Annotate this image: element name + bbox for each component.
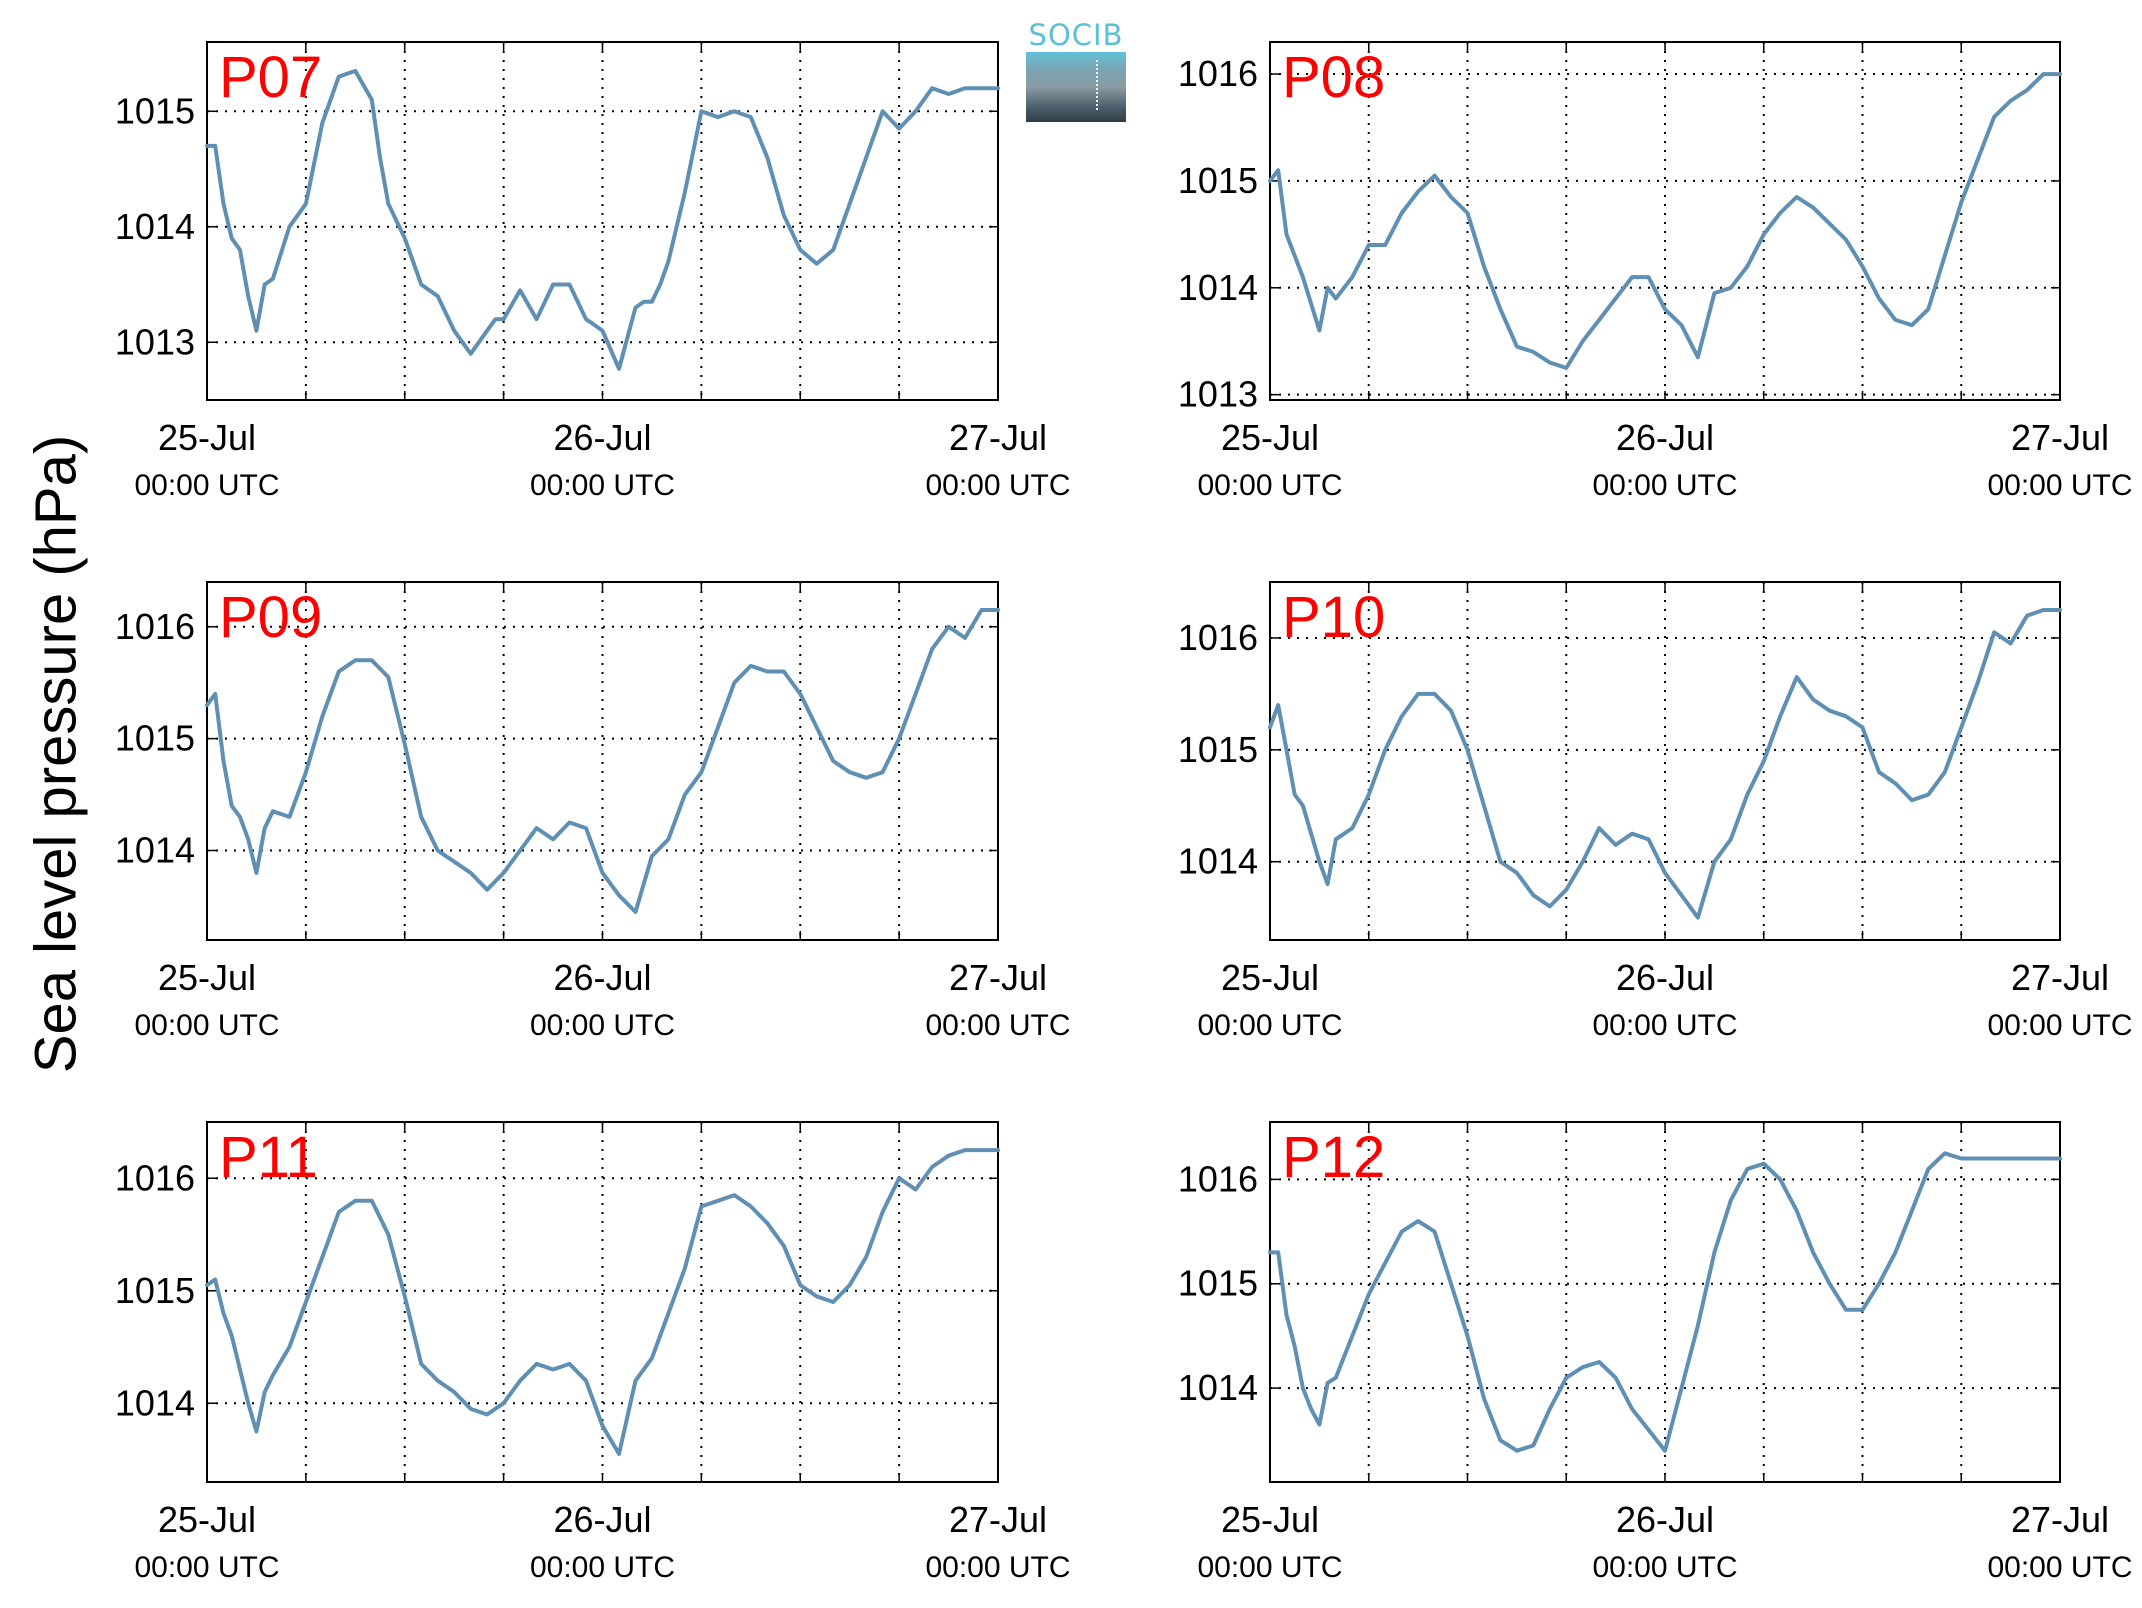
plot-frame <box>206 581 999 941</box>
x-tick-time-label: 00:00 UTC <box>1197 469 1342 502</box>
y-tick-label: 1015 <box>115 1270 195 1311</box>
panel-p10: 1014 1015 1016 25-Jul 00:00 UTC 26-Jul 00:00 U… <box>1178 581 2133 1042</box>
x-tick-time-label: 00:00 UTC <box>530 1009 675 1042</box>
x-tick-time-label: 00:00 UTC <box>1987 1551 2132 1584</box>
y-tick-label: 1015 <box>115 718 195 759</box>
y-tick-label: 1014 <box>115 830 195 871</box>
y-tick-label: 1014 <box>1178 1367 1258 1408</box>
x-tick-date-label: 25-Jul <box>1221 417 1319 458</box>
x-tick-date-label: 25-Jul <box>158 1499 256 1540</box>
y-tick-label: 1013 <box>115 321 195 362</box>
plot-frame <box>1269 581 2061 941</box>
y-tick-label: 1016 <box>115 1157 195 1198</box>
x-tick-date-label: 26-Jul <box>553 417 651 458</box>
x-tick-time-label: 00:00 UTC <box>1592 1551 1737 1584</box>
y-tick-label: 1015 <box>1178 160 1258 201</box>
x-tick-time-label: 00:00 UTC <box>134 1009 279 1042</box>
x-tick-date-label: 27-Jul <box>2011 957 2109 998</box>
x-tick-date-label: 25-Jul <box>1221 1499 1319 1540</box>
y-tick-label: 1013 <box>1178 374 1258 415</box>
x-tick-date-label: 26-Jul <box>553 957 651 998</box>
y-tick-label: 1014 <box>1178 267 1258 308</box>
y-tick-label: 1015 <box>1178 729 1258 770</box>
x-tick-time-label: 00:00 UTC <box>1197 1551 1342 1584</box>
x-tick-time-label: 00:00 UTC <box>530 469 675 502</box>
series-line <box>1268 608 2062 920</box>
panel-label: P11 <box>219 1125 318 1190</box>
y-tick-label: 1016 <box>1178 617 1258 658</box>
y-tick-label: 1016 <box>1178 1158 1258 1199</box>
x-tick-date-label: 26-Jul <box>1616 417 1714 458</box>
x-tick-time-label: 00:00 UTC <box>1987 469 2132 502</box>
x-tick-time-label: 00:00 UTC <box>925 1009 1070 1042</box>
panel-p08: 1013 1014 1015 1016 25-Jul 00:00 UTC 26-Jul 00:… <box>1178 41 2133 502</box>
y-tick-label: 1016 <box>115 606 195 647</box>
x-tick-time-label: 00:00 UTC <box>134 1551 279 1584</box>
x-tick-date-label: 26-Jul <box>553 1499 651 1540</box>
x-tick-date-label: 27-Jul <box>2011 1499 2109 1540</box>
panel-label: P07 <box>219 45 322 110</box>
plot-frame <box>206 41 999 401</box>
x-tick-time-label: 00:00 UTC <box>134 469 279 502</box>
plot-frame <box>1269 41 2061 401</box>
y-tick-label: 1014 <box>115 206 195 247</box>
x-tick-date-label: 26-Jul <box>1616 1499 1714 1540</box>
y-tick-label: 1016 <box>1178 53 1258 94</box>
panel-label: P10 <box>1282 585 1385 650</box>
plot-frame <box>206 1121 999 1483</box>
series-line <box>1268 1151 2062 1453</box>
x-tick-date-label: 27-Jul <box>949 957 1047 998</box>
x-tick-date-label: 25-Jul <box>158 957 256 998</box>
socib-logo-image <box>1026 52 1126 122</box>
series-line <box>205 68 1000 371</box>
x-tick-time-label: 00:00 UTC <box>1592 1009 1737 1042</box>
y-tick-label: 1014 <box>115 1382 195 1423</box>
plot-frame <box>1269 1121 2061 1483</box>
panel-label: P12 <box>1282 1125 1385 1190</box>
x-tick-time-label: 00:00 UTC <box>925 469 1070 502</box>
series-line <box>1268 72 2062 370</box>
y-axis-label: Sea level pressure (hPa) <box>23 434 89 1074</box>
x-tick-date-label: 25-Jul <box>158 417 256 458</box>
panel-p11: 1014 1015 1016 25-Jul 00:00 UTC 26-Jul 00:00 U… <box>115 1121 1071 1584</box>
panel-p12: 1014 1015 1016 25-Jul 00:00 UTC 26-Jul 00:00 U… <box>1178 1121 2133 1584</box>
panel-label: P09 <box>219 585 322 650</box>
panel-p09: 1014 1015 1016 25-Jul 00:00 UTC 26-Jul 00:00 U… <box>115 581 1071 1042</box>
x-tick-time-label: 00:00 UTC <box>925 1551 1070 1584</box>
x-tick-time-label: 00:00 UTC <box>530 1551 675 1584</box>
panel-label: P08 <box>1282 45 1385 110</box>
x-tick-date-label: 26-Jul <box>1616 957 1714 998</box>
series-line <box>205 1148 1000 1456</box>
y-tick-label: 1015 <box>1178 1263 1258 1304</box>
x-tick-date-label: 25-Jul <box>1221 957 1319 998</box>
x-tick-date-label: 27-Jul <box>949 1499 1047 1540</box>
x-tick-date-label: 27-Jul <box>2011 417 2109 458</box>
x-tick-date-label: 27-Jul <box>949 417 1047 458</box>
x-tick-time-label: 00:00 UTC <box>1197 1009 1342 1042</box>
y-tick-label: 1015 <box>115 90 195 131</box>
y-tick-label: 1014 <box>1178 841 1258 882</box>
socib-logo-text: SOCIB <box>1028 18 1124 52</box>
x-tick-time-label: 00:00 UTC <box>1592 469 1737 502</box>
series-line <box>205 608 1000 914</box>
socib-logo: SOCIB <box>1026 18 1126 122</box>
x-tick-time-label: 00:00 UTC <box>1987 1009 2132 1042</box>
panel-p07: 1013 1014 1015 25-Jul 00:00 UTC 26-Jul 00:00 U… <box>115 41 1071 502</box>
